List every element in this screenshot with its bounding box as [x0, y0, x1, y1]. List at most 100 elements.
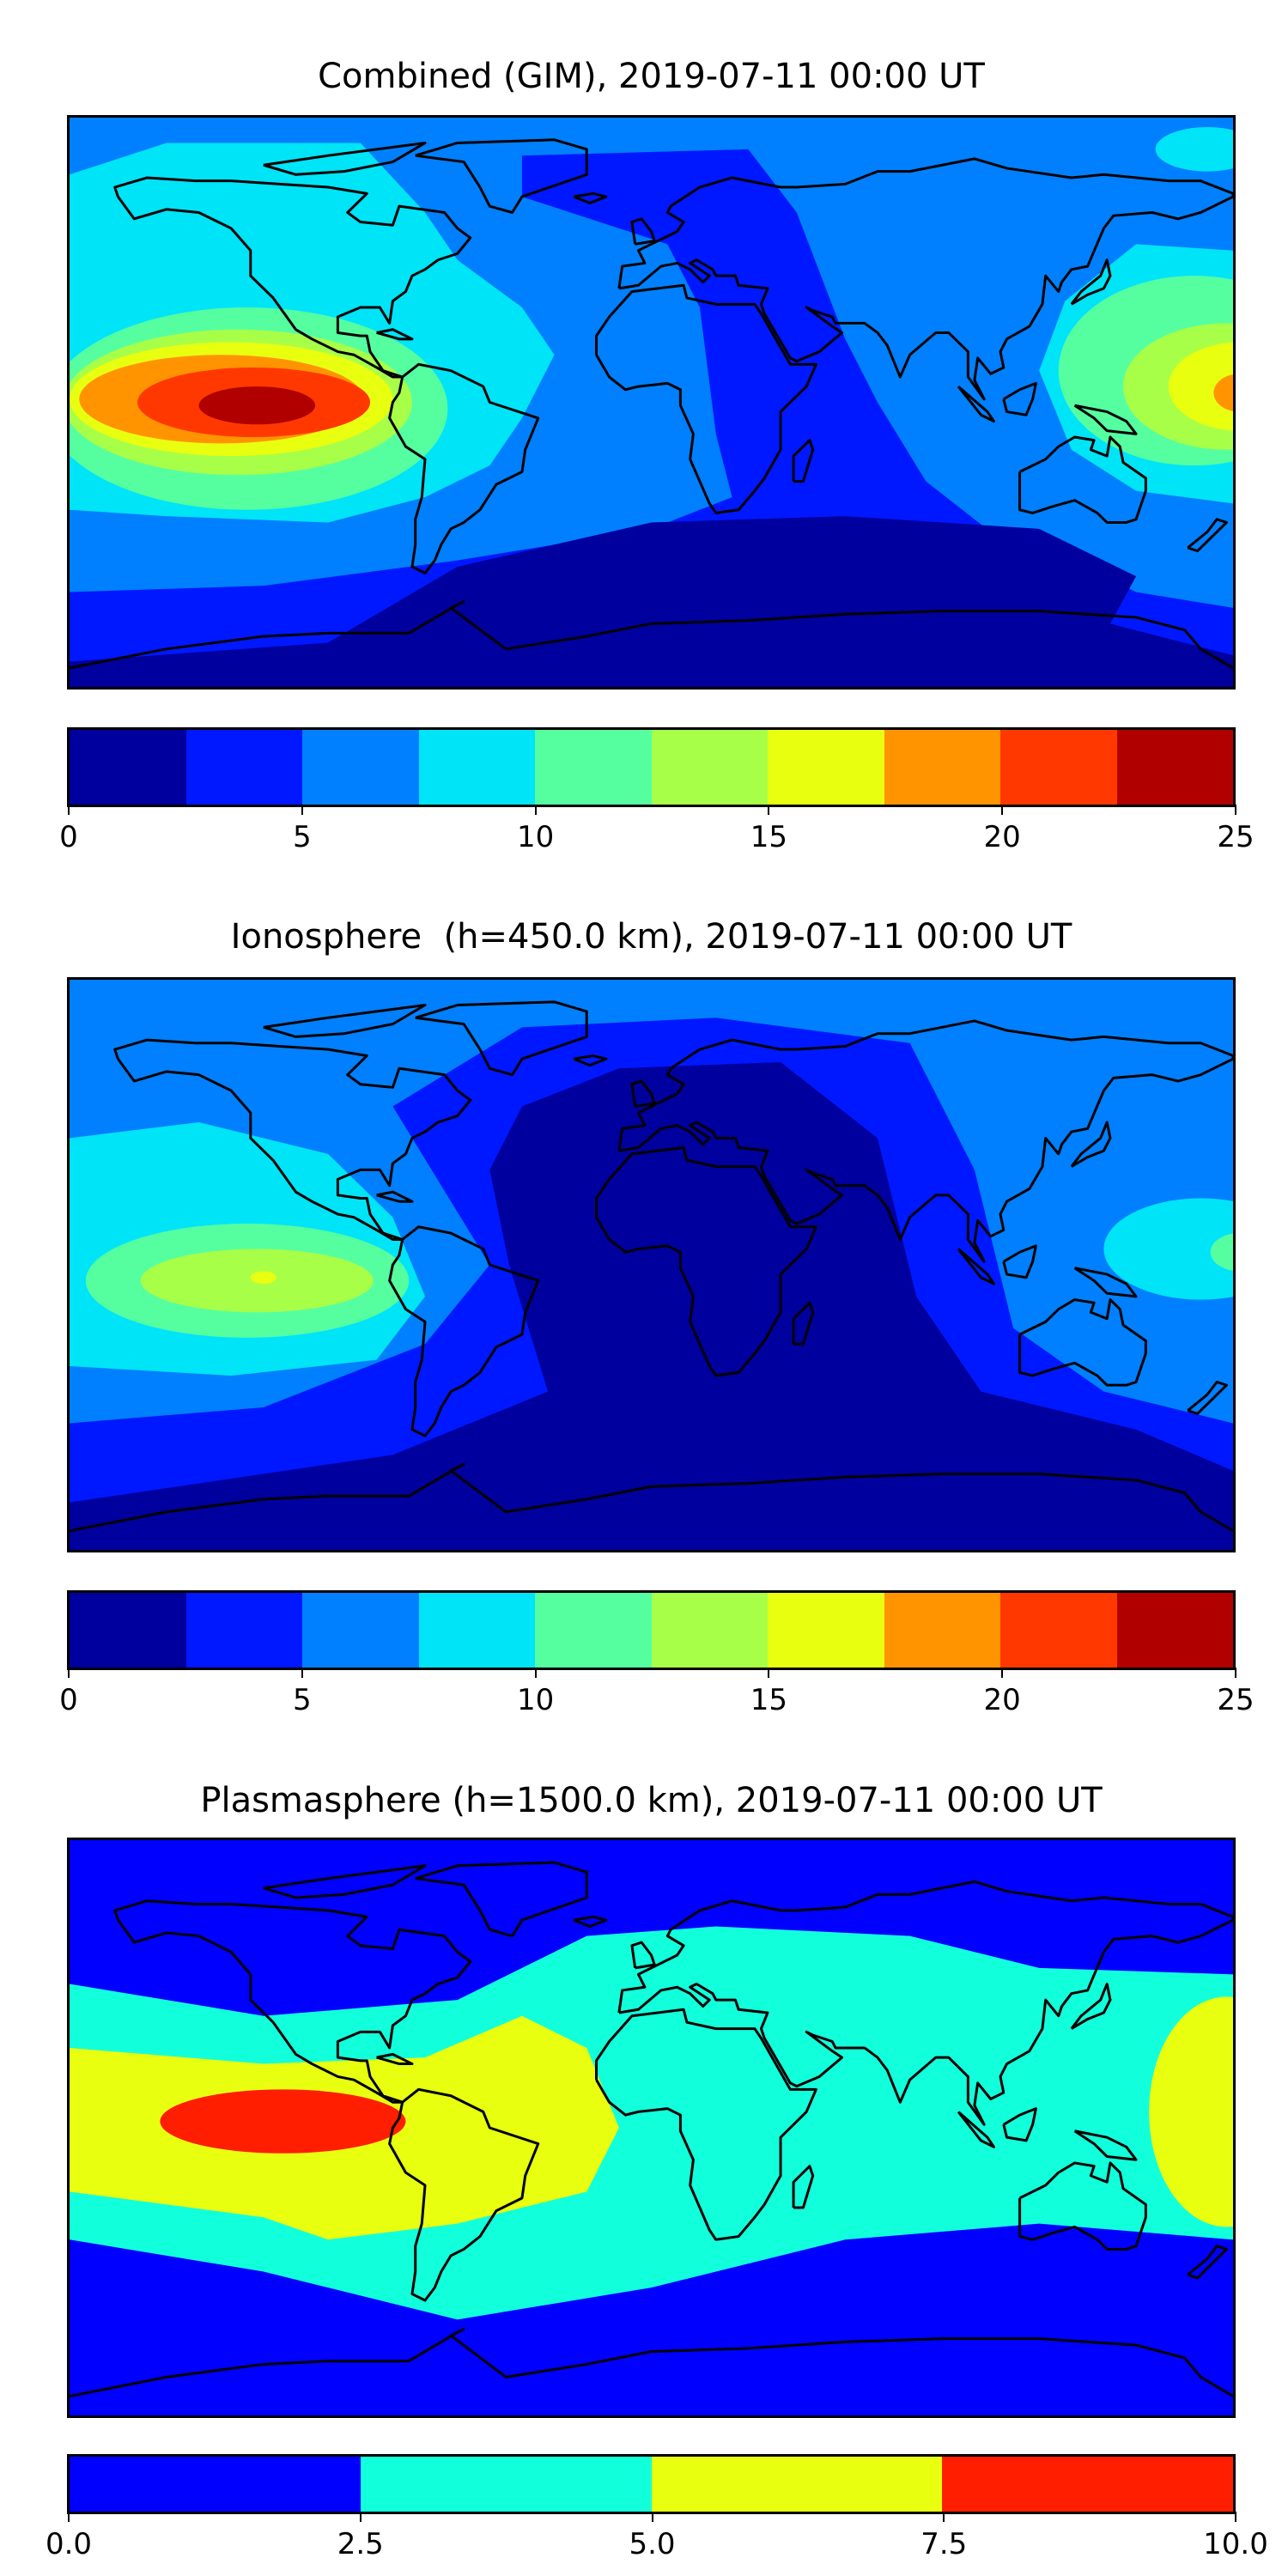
colorbar-ticks-combined: 0 5 10 15 20 25: [59, 805, 1255, 856]
colorbar-segment: [768, 730, 884, 805]
colorbar-segment: [302, 1593, 419, 1668]
coastline-africa: [597, 1148, 817, 1376]
colorbar-segment: [70, 1593, 186, 1668]
colorbar-tick-label: 25: [1217, 1683, 1255, 1717]
coastline-sumatra: [958, 386, 993, 422]
coastline-borneo: [1004, 2109, 1036, 2141]
coastline-antarctica: [70, 2330, 1233, 2397]
colorbar-segment: [651, 1593, 768, 1668]
colorbar-ticks-plasmasphere: 0.0 2.5 5.0 7.5 10.0: [46, 2512, 1268, 2563]
colorbar-tick-mark: [1235, 2512, 1236, 2522]
contour-15-17.5: [250, 1271, 276, 1285]
contour-5-7.5-east: [1149, 1996, 1233, 2227]
colorbar-tick-label: 10: [516, 1683, 555, 1717]
colorbar-tick-label: 20: [983, 1683, 1021, 1717]
coastline-new-zealand: [1188, 1382, 1226, 1413]
coastline-africa: [597, 2009, 817, 2239]
coastline-greenland: [416, 1862, 586, 1936]
colorbar-segment: [1116, 730, 1233, 805]
contour-7.5-10: [160, 2089, 406, 2154]
colorbar-tick-mark: [301, 1668, 303, 1678]
coastline-greenland: [416, 140, 586, 213]
colorbar-segment: [651, 730, 768, 805]
colorbar-segment: [1116, 1593, 1233, 1668]
colorbar-tick-mark: [651, 2512, 653, 2522]
colorbar-tick-mark: [68, 1668, 70, 1678]
coastline-australia: [1020, 2163, 1146, 2250]
coastline-iceland: [574, 1056, 606, 1066]
colorbar-tick-mark: [68, 2512, 70, 2522]
coastline-new-zealand: [1188, 2246, 1226, 2278]
coastline-japan: [1072, 1984, 1110, 2029]
coastline-great-britain: [632, 1081, 654, 1107]
coastline-south-america: [390, 1227, 538, 1436]
coastline-borneo: [1004, 1246, 1036, 1278]
colorbar-tick-label: 5: [292, 1683, 312, 1717]
colorbar-combined: [67, 727, 1236, 807]
colorbar-tick-mark: [534, 805, 537, 815]
coastline-australia: [1020, 1300, 1146, 1386]
colorbar-tick-mark: [1235, 1668, 1236, 1678]
coastline-japan: [1072, 260, 1110, 305]
colorbar-segment: [535, 730, 652, 805]
coastline-cuba: [377, 330, 412, 339]
coastline-north-america: [115, 1040, 471, 1239]
colorbar-tick-mark: [943, 2512, 945, 2522]
colorbar-tick-mark: [1001, 1668, 1004, 1678]
coastline-eurasia: [619, 1881, 1233, 2124]
colorbar-tick-mark: [359, 2512, 361, 2522]
colorbar-tick-mark: [768, 1668, 770, 1678]
colorbar-segment: [1000, 1593, 1117, 1668]
colorbar-tick-label: 2.5: [337, 2527, 384, 2561]
colorbar-ionosphere: [67, 1590, 1236, 1670]
coastline-canadian-archipelago: [264, 1866, 425, 1898]
coastline-iceland: [574, 193, 606, 203]
coastline-australia: [1020, 437, 1146, 522]
coastline-south-america: [390, 364, 538, 573]
colorbar-segment: [1000, 730, 1117, 805]
colorbar-tick-label: 10: [516, 820, 555, 854]
colorbar-tick-label: 5: [292, 820, 312, 854]
coastline-south-america: [390, 2089, 538, 2300]
coastline-canadian-archipelago: [264, 1005, 425, 1037]
colorbar-tick-mark: [68, 805, 70, 815]
contour-7.5-10-east: [1103, 1198, 1233, 1300]
map-plasmasphere: [67, 1838, 1236, 2418]
colorbar-segment: [70, 2457, 361, 2512]
coastline-eurasia: [619, 1021, 1233, 1261]
colorbar-segment: [942, 2457, 1233, 2512]
coastline-new-guinea: [1075, 2131, 1137, 2160]
coastline-north-america: [115, 178, 471, 377]
colorbar-tick-mark: [768, 805, 770, 815]
coastline-great-britain: [632, 1942, 654, 1968]
contour-17.5-20-east: [1213, 374, 1233, 411]
coastline-greenland: [416, 1002, 586, 1075]
colorbar-segment: [768, 1593, 884, 1668]
coastline-sumatra: [958, 1249, 993, 1285]
contour-15-17.5-east: [1168, 342, 1233, 431]
coastline-madagascar: [793, 1303, 813, 1344]
coastline-new-guinea: [1075, 1268, 1137, 1297]
colorbar-tick-label: 7.5: [920, 2527, 968, 2561]
colorbar-tick-mark: [534, 1668, 537, 1678]
coastline-new-guinea: [1075, 405, 1137, 434]
coastline-sumatra: [958, 2111, 993, 2147]
colorbar-tick-mark: [301, 805, 303, 815]
panel-title-combined: Combined (GIM), 2019-07-11 00:00 UT: [318, 57, 985, 96]
coastline-new-zealand: [1188, 519, 1226, 551]
coastline-borneo: [1004, 383, 1036, 415]
colorbar-segment: [651, 2457, 943, 2512]
colorbar-ticks-ionosphere: 0 5 10 15 20 25: [59, 1668, 1255, 1719]
colorbar-segment: [185, 1593, 302, 1668]
panel-title-ionosphere: Ionosphere (h=450.0 km), 2019-07-11 00:0…: [230, 917, 1072, 957]
colorbar-tick-label: 25: [1217, 820, 1255, 854]
colorbar-segment: [360, 2457, 652, 2512]
contour-0-2.5: [70, 516, 1233, 687]
coastline-north-america: [115, 1901, 471, 2103]
colorbar-plasmasphere: [67, 2454, 1236, 2514]
coastline-cuba: [377, 2054, 412, 2063]
colorbar-segment: [418, 1593, 535, 1668]
colorbar-segment: [70, 730, 186, 805]
map-combined: [67, 115, 1236, 690]
coastline-canadian-archipelago: [264, 143, 425, 174]
